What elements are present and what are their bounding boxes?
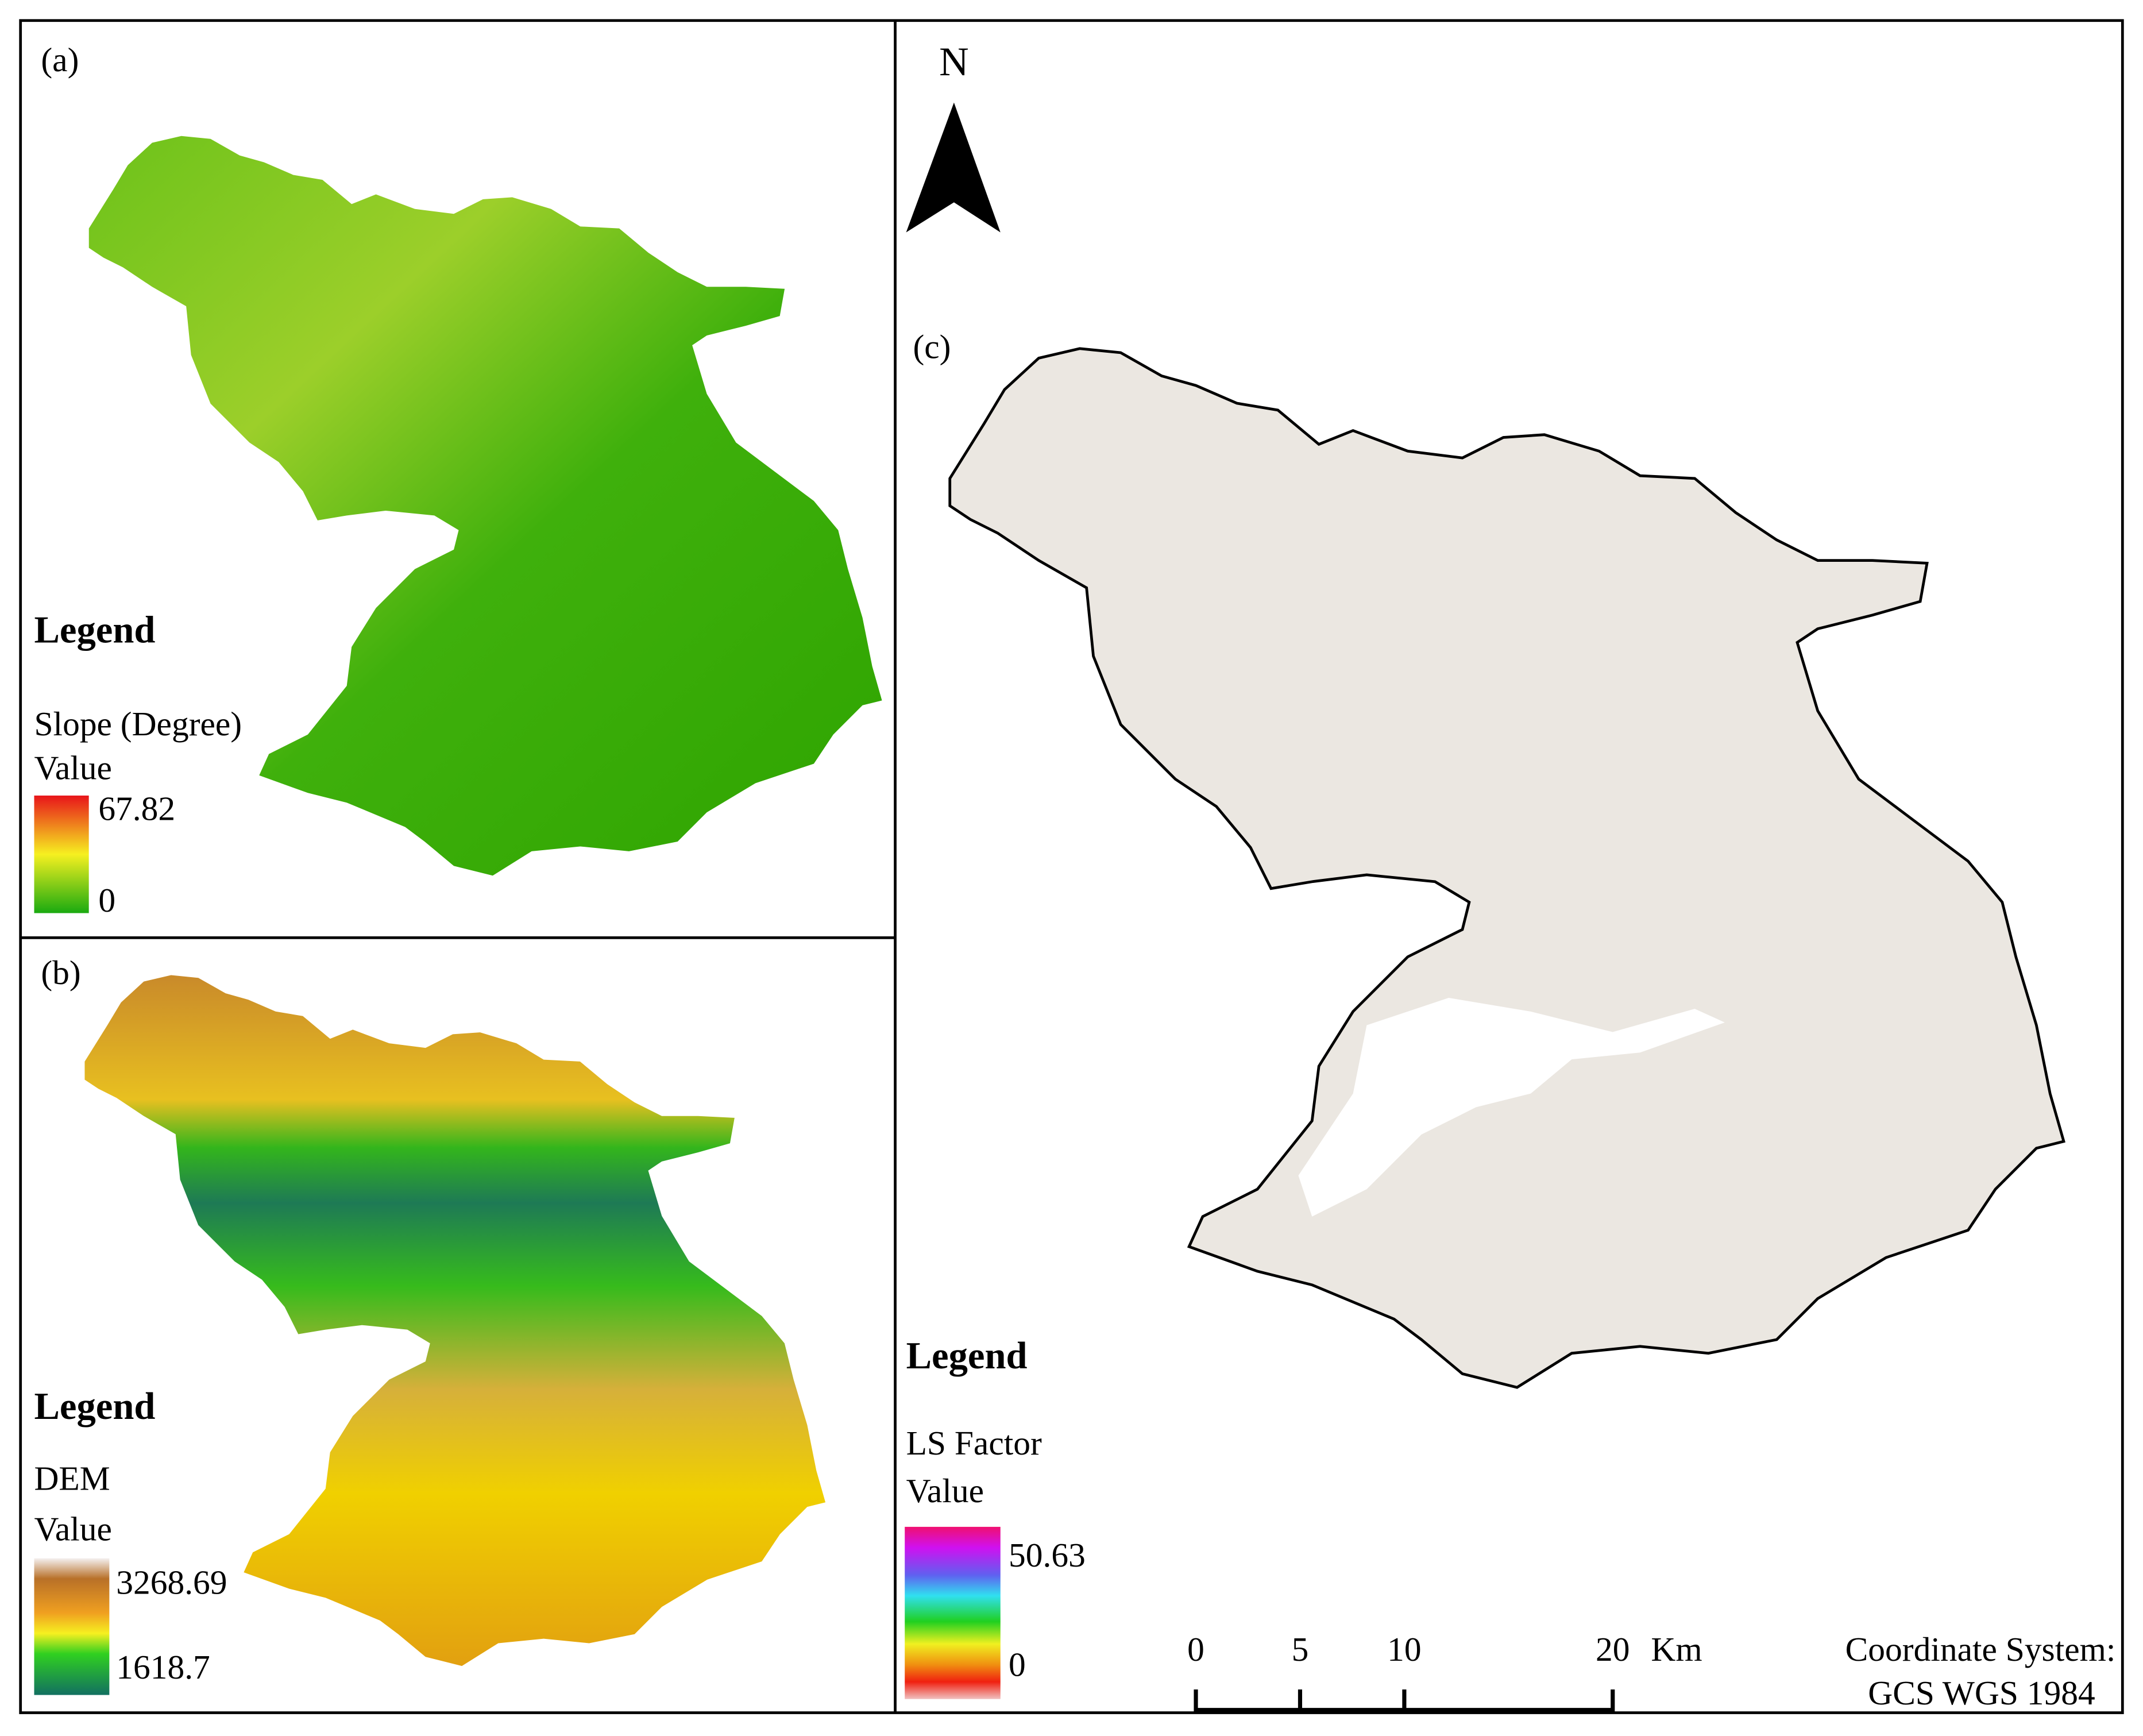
legend-title: Legend (34, 609, 155, 651)
scale-label: 20 (1596, 1630, 1630, 1668)
legend-min: 0 (1009, 1645, 1026, 1683)
scale-label: 10 (1387, 1630, 1421, 1668)
coordinate-system: Coordinate System: (1845, 1630, 2116, 1668)
scale-label: 0 (1187, 1630, 1204, 1668)
north-label: N (939, 39, 969, 84)
legend-min: 0 (98, 881, 115, 919)
coordinate-system: GCS WGS 1984 (1868, 1674, 2095, 1712)
scale-bar: 0 5 10 20 Km (1187, 1630, 1702, 1713)
panel-label: (c) (913, 327, 951, 365)
legend-title: Legend (34, 1386, 155, 1428)
legend-title: Legend (906, 1335, 1028, 1377)
legend-min: 1618.7 (116, 1648, 210, 1686)
scale-label: 5 (1292, 1630, 1309, 1668)
color-ramp (34, 795, 89, 913)
ls-map (950, 349, 2064, 1387)
no-data-area (1298, 998, 1725, 1217)
panel-label: (a) (41, 41, 79, 79)
dem-map (84, 975, 826, 1666)
color-ramp (34, 1558, 110, 1695)
legend-field: Value (34, 1510, 111, 1548)
legend-layer: DEM (34, 1460, 110, 1498)
slope-map (88, 136, 882, 876)
legend-max: 3268.69 (116, 1563, 227, 1601)
legend-layer: LS Factor (906, 1424, 1042, 1462)
legend-max: 67.82 (98, 790, 175, 828)
scale-unit: Km (1651, 1630, 1702, 1668)
frame (19, 19, 2124, 1714)
legend-field: Value (34, 749, 111, 786)
color-ramp (905, 1526, 1001, 1699)
legend-max: 50.63 (1009, 1536, 1086, 1574)
panel-label: (b) (41, 954, 80, 992)
legend-layer: Slope (Degree) (34, 705, 242, 743)
north-arrow (906, 102, 1001, 233)
legend-field: Value (906, 1472, 984, 1510)
